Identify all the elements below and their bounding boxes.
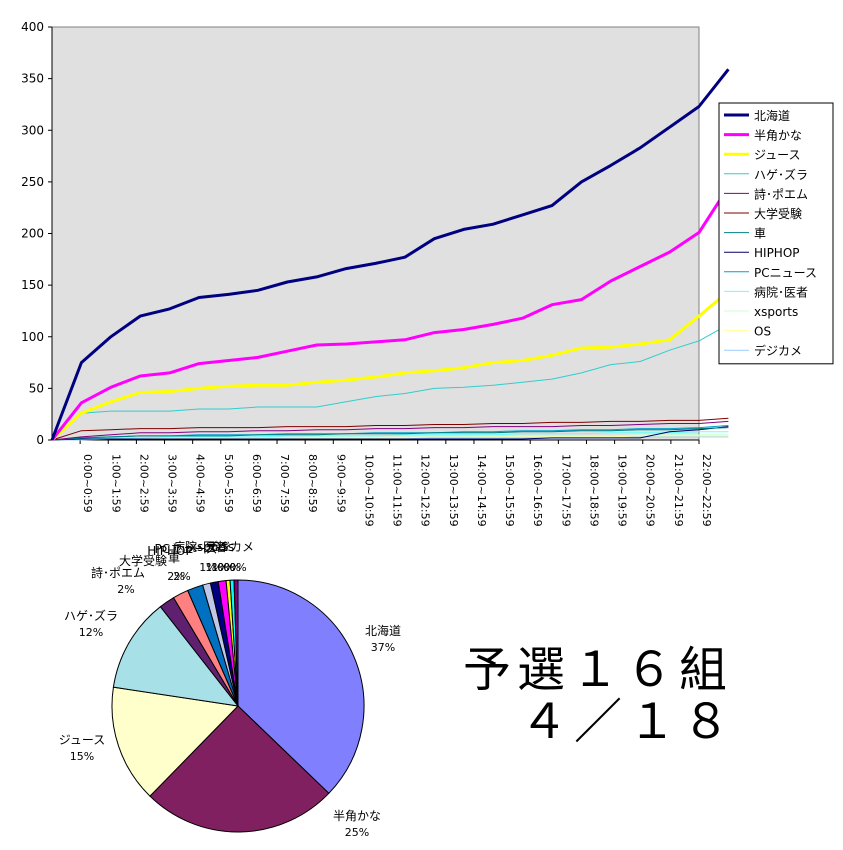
line-chart: 0 50 100 150 200 250 300 350 400 0:00~0:59 1:00~1:…	[21, 20, 834, 527]
pie-percent-label: 1%	[205, 561, 222, 574]
series-line	[51, 427, 729, 441]
pie-category-label: 病院･医者	[173, 539, 227, 554]
x-tick-label: 13:00~13:59	[447, 454, 460, 527]
y-tick-label: 50	[29, 381, 44, 395]
series-line	[51, 323, 729, 441]
y-tick-label: 100	[21, 330, 44, 344]
legend-label: HIPHOP	[754, 246, 800, 260]
x-tick-label: 17:00~17:59	[559, 454, 572, 527]
pie-category-label: 詩･ポエム	[91, 566, 145, 580]
pie-percent-label: 25%	[345, 826, 369, 839]
pie-slice	[237, 579, 365, 795]
pie-percent-label: 37%	[371, 641, 395, 654]
contest-date: ４／１８	[520, 694, 737, 750]
y-tick-label: 150	[21, 278, 44, 292]
pie-category-label: HIPHOP	[147, 544, 193, 558]
pie-category-label: デジカメ	[206, 539, 254, 554]
pie-slice	[172, 589, 239, 707]
legend-label: デジカメ	[754, 343, 802, 358]
pie-slice	[159, 597, 239, 707]
pie-category-label: 大学受験	[119, 553, 167, 568]
x-tick-label: 6:00~6:59	[250, 454, 263, 513]
pie-slice	[229, 579, 239, 707]
x-tick-label: 8:00~8:59	[306, 454, 319, 513]
x-tick-label: 5:00~5:59	[222, 454, 235, 513]
x-tick-label: 11:00~11:59	[391, 454, 404, 527]
x-tick-label: 15:00~15:59	[503, 454, 516, 527]
pie-slice	[233, 579, 239, 707]
y-tick-label: 300	[21, 123, 44, 137]
legend-label: 詩･ポエム	[754, 187, 808, 201]
pie-category-label: PCニュース	[154, 542, 217, 556]
legend-label: ジュース	[754, 148, 801, 162]
pie-slice	[202, 582, 239, 707]
y-tick-label: 250	[21, 175, 44, 189]
y-tick-label: 200	[21, 227, 44, 241]
x-tick-label: 12:00~12:59	[419, 454, 432, 527]
pie-percent-label: 0%	[229, 561, 246, 574]
legend-label: 半角かな	[754, 129, 802, 143]
pie-percent-label: 2%	[167, 570, 184, 583]
pie-percent-label: 15%	[70, 750, 94, 763]
x-tick-label: 3:00~3:59	[166, 454, 179, 513]
x-tick-label: 16:00~16:59	[531, 454, 544, 527]
x-tick-label: 0:00~0:59	[81, 454, 94, 513]
series-line	[51, 420, 729, 441]
pie-slice	[209, 580, 239, 707]
pie-percent-label: 0%	[217, 561, 234, 574]
legend-label: 病院･医者	[754, 284, 808, 299]
pie-percent-label: 0%	[223, 561, 240, 574]
plot-area	[51, 26, 700, 441]
pie-category-label: 北海道	[365, 623, 401, 638]
pie-slice	[217, 580, 239, 707]
pie-slice	[149, 705, 330, 833]
pie-percent-label: 1%	[211, 561, 228, 574]
pie-slice	[187, 584, 239, 707]
series-line	[50, 290, 730, 442]
legend-label: PCニュース	[754, 266, 817, 280]
x-tick-label: 4:00~4:59	[194, 454, 207, 513]
pie-percent-label: 2%	[117, 583, 134, 596]
x-tick-label: 21:00~21:59	[672, 454, 685, 527]
pie-slice	[111, 686, 240, 797]
series-line	[51, 417, 729, 441]
x-tick-label: 10:00~10:59	[362, 454, 375, 527]
legend-label: 北海道	[754, 108, 790, 123]
x-tick-label: 2:00~2:59	[137, 454, 150, 513]
pie-category-label: ジュース	[59, 733, 106, 747]
legend-label: OS	[754, 325, 771, 339]
x-tick-label: 9:00~9:59	[334, 454, 347, 513]
x-tick-label: 1:00~1:59	[109, 454, 122, 513]
pie-category-label: 半角かな	[333, 809, 381, 823]
legend-label: 車	[754, 227, 766, 241]
pie-category-label: 車	[168, 551, 180, 565]
y-tick-label: 400	[21, 20, 44, 34]
series-line	[51, 426, 729, 441]
legend-label: 大学受験	[754, 206, 802, 221]
pie-category-label: xsports	[190, 540, 234, 554]
series-line	[51, 431, 729, 441]
x-tick-label: 18:00~18:59	[587, 454, 600, 527]
x-tick-label: 19:00~19:59	[616, 454, 629, 527]
legend-label: xsports	[754, 305, 798, 319]
pie-percent-label: 1%	[199, 561, 216, 574]
x-tick-label: 14:00~14:59	[475, 454, 488, 527]
series-line	[51, 434, 729, 441]
pie-category-label: OS	[211, 540, 228, 554]
series-line	[50, 186, 730, 441]
y-tick-label: 0	[36, 433, 44, 447]
contest-title: 予選１６組	[463, 642, 734, 698]
x-tick-label: 22:00~22:59	[700, 454, 713, 527]
legend-box	[718, 102, 834, 365]
x-tick-label: 20:00~20:59	[644, 454, 657, 527]
pie-percent-label: 12%	[79, 626, 103, 639]
x-tick-label: 7:00~7:59	[278, 454, 291, 513]
series-line	[50, 68, 730, 441]
pie-percent-label: 2%	[173, 570, 190, 583]
pie-slice	[225, 579, 239, 707]
legend-label: ハゲ･ズラ	[754, 167, 808, 182]
pie-slice	[112, 605, 240, 707]
y-tick-label: 350	[21, 72, 44, 86]
pie-category-label: ハゲ･ズラ	[64, 608, 118, 623]
